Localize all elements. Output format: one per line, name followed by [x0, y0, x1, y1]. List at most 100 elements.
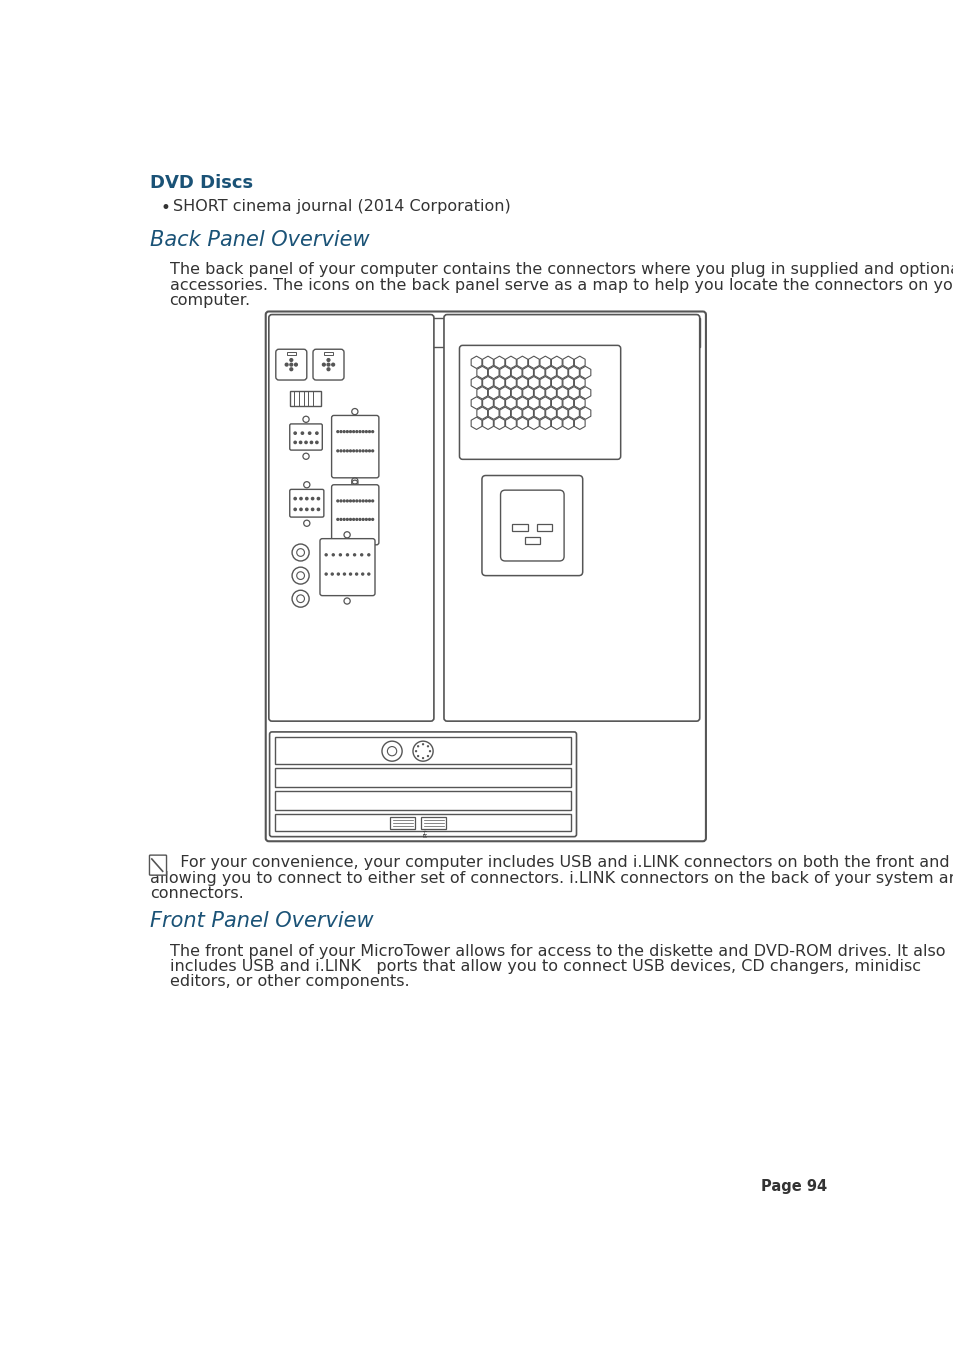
Circle shape [290, 367, 293, 370]
Circle shape [416, 755, 418, 757]
Circle shape [305, 508, 308, 511]
Circle shape [339, 554, 341, 555]
Text: •: • [160, 199, 170, 218]
Circle shape [426, 755, 429, 757]
Circle shape [368, 573, 370, 576]
Circle shape [368, 500, 370, 501]
Circle shape [426, 746, 429, 747]
Circle shape [315, 442, 317, 443]
FancyBboxPatch shape [319, 539, 375, 596]
Circle shape [294, 442, 296, 443]
Circle shape [372, 519, 374, 520]
Text: allowing you to connect to either set of connectors. i.LINK connectors on the ba: allowing you to connect to either set of… [150, 870, 953, 885]
Circle shape [365, 431, 367, 432]
Circle shape [294, 363, 297, 366]
Text: accessories. The icons on the back panel serve as a map to help you locate the c: accessories. The icons on the back panel… [170, 277, 953, 293]
Text: The front panel of your MicroTower allows for access to the diskette and DVD-ROM: The front panel of your MicroTower allow… [170, 943, 944, 959]
Bar [274, 792, 571, 811]
Circle shape [346, 500, 348, 501]
Text: connectors.: connectors. [150, 886, 244, 901]
Circle shape [362, 450, 364, 451]
Circle shape [362, 431, 364, 432]
Circle shape [349, 431, 351, 432]
Circle shape [421, 757, 424, 759]
Circle shape [368, 431, 370, 432]
FancyBboxPatch shape [332, 485, 378, 544]
Circle shape [336, 500, 338, 501]
Circle shape [339, 519, 341, 520]
Circle shape [294, 432, 296, 434]
FancyBboxPatch shape [266, 312, 705, 842]
Circle shape [365, 519, 367, 520]
Circle shape [299, 508, 302, 511]
Circle shape [308, 432, 311, 434]
Circle shape [325, 573, 327, 576]
Text: Front Panel Overview: Front Panel Overview [150, 912, 374, 931]
Circle shape [355, 450, 357, 451]
Circle shape [311, 497, 314, 500]
Circle shape [355, 573, 357, 576]
Circle shape [339, 500, 341, 501]
Circle shape [355, 500, 357, 501]
Circle shape [353, 500, 355, 501]
Circle shape [325, 554, 327, 555]
Circle shape [290, 363, 293, 366]
Circle shape [327, 363, 330, 366]
Circle shape [294, 497, 296, 500]
Circle shape [343, 450, 345, 451]
Circle shape [317, 508, 319, 511]
Circle shape [339, 431, 341, 432]
Text: For your convenience, your computer includes USB and i.LINK connectors on both t: For your convenience, your computer incl… [170, 855, 953, 870]
Circle shape [336, 450, 338, 451]
FancyBboxPatch shape [332, 416, 378, 478]
Circle shape [421, 743, 424, 746]
Circle shape [346, 519, 348, 520]
Circle shape [354, 554, 355, 555]
Circle shape [290, 358, 293, 362]
Circle shape [353, 431, 355, 432]
Circle shape [339, 450, 341, 451]
Circle shape [343, 431, 345, 432]
Text: PHONE: PHONE [422, 815, 428, 838]
Bar [512, 524, 527, 531]
Circle shape [315, 432, 317, 434]
Circle shape [416, 746, 418, 747]
Circle shape [337, 573, 339, 576]
Circle shape [415, 750, 416, 753]
Circle shape [305, 442, 307, 443]
Text: includes USB and i.LINK   ports that allow you to connect USB devices, CD change: includes USB and i.LINK ports that allow… [170, 959, 920, 974]
Bar [537, 524, 552, 531]
Bar [274, 815, 571, 831]
Circle shape [355, 431, 357, 432]
Text: SHORT cinema journal (2014 Corporation): SHORT cinema journal (2014 Corporation) [173, 199, 511, 213]
Circle shape [365, 500, 367, 501]
Circle shape [332, 554, 334, 555]
Bar [290, 390, 320, 407]
Circle shape [322, 363, 325, 366]
FancyBboxPatch shape [500, 490, 563, 561]
FancyBboxPatch shape [150, 855, 167, 875]
Circle shape [429, 750, 431, 753]
Circle shape [368, 554, 370, 555]
Circle shape [349, 573, 351, 576]
Circle shape [349, 450, 351, 451]
Circle shape [311, 508, 314, 511]
Bar [274, 738, 571, 765]
Circle shape [358, 431, 360, 432]
FancyBboxPatch shape [481, 476, 582, 576]
Circle shape [368, 519, 370, 520]
Text: DVD Discs: DVD Discs [150, 174, 253, 192]
Circle shape [331, 573, 333, 576]
Circle shape [358, 500, 360, 501]
Circle shape [317, 497, 319, 500]
Circle shape [362, 500, 364, 501]
Circle shape [368, 450, 370, 451]
Circle shape [365, 450, 367, 451]
Circle shape [327, 358, 330, 362]
Circle shape [372, 431, 374, 432]
FancyBboxPatch shape [290, 424, 322, 450]
Circle shape [346, 450, 348, 451]
Circle shape [360, 554, 362, 555]
Text: The back panel of your computer contains the connectors where you plug in suppli: The back panel of your computer contains… [170, 262, 953, 277]
Circle shape [343, 519, 345, 520]
